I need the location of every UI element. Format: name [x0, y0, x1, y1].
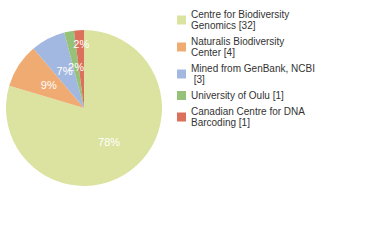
- svg-text:2%: 2%: [68, 61, 84, 73]
- svg-text:9%: 9%: [41, 79, 57, 91]
- svg-text:7%: 7%: [56, 64, 73, 77]
- svg-text:Naturalis Biodiversity: Naturalis Biodiversity: [191, 36, 287, 47]
- svg-text:2%: 2%: [73, 38, 89, 50]
- svg-text:[3]: [3]: [191, 74, 205, 85]
- svg-text:Mined from GenBank, NCBI: Mined from GenBank, NCBI: [191, 63, 315, 74]
- svg-text:Genomics [32]: Genomics [32]: [191, 20, 256, 31]
- svg-text:Canadian Centre for DNA: Canadian Centre for DNA: [191, 106, 307, 117]
- svg-text:University of Oulu [1]: University of Oulu [1]: [191, 90, 284, 101]
- svg-text:Centre for Biodiversity: Centre for Biodiversity: [191, 9, 292, 20]
- svg-text:78%: 78%: [98, 136, 120, 148]
- svg-text:Center [4]: Center [4]: [191, 47, 235, 58]
- svg-text:Barcoding [1]: Barcoding [1]: [191, 117, 250, 128]
